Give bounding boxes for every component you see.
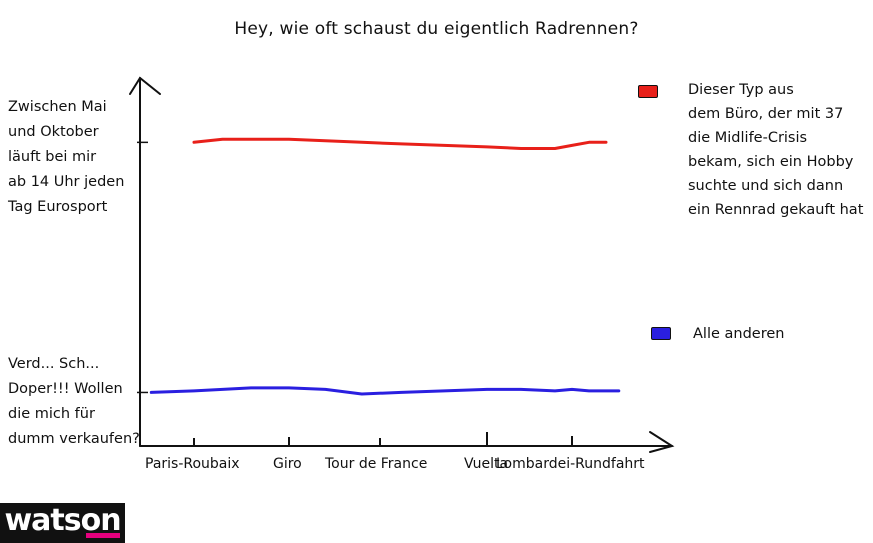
legend-text: Dieser Typ aus dem Büro, der mit 37 die … <box>688 78 873 222</box>
legend-text-line: dem Büro, der mit 37 <box>688 106 844 122</box>
legend-text-line: suchte und sich dann <box>688 178 844 194</box>
watson-logo-accent <box>86 533 120 538</box>
y-axis-arrow <box>129 76 161 95</box>
y-label-bottom-line: die mich für <box>8 406 95 422</box>
chart-ticks <box>193 432 573 446</box>
x-tick-label: Vuelta <box>464 456 509 472</box>
legend-swatch-red <box>638 85 658 98</box>
y-label-top-line: Tag Eurosport <box>8 199 108 215</box>
y-label-bottom-line: dumm verkaufen? <box>8 431 140 447</box>
x-tick-label: Paris-Roubaix <box>145 456 240 472</box>
legend-text-line: ein Rennrad gekauft hat <box>688 202 864 218</box>
y-label-top-line: und Oktober <box>8 124 99 140</box>
legend-text-line: die Midlife-Crisis <box>688 130 808 146</box>
chart-title: Hey, wie oft schaust du eigentlich Radre… <box>234 19 639 39</box>
y-label-bottom-line: Doper!!! Wollen <box>8 381 123 397</box>
y-label-top-line: ab 14 Uhr jeden <box>8 174 125 190</box>
chart-series <box>149 137 621 396</box>
legend-text: Alle anderen <box>693 322 843 346</box>
x-tick-label: Tour de France <box>325 456 428 472</box>
y-label-top-line: Zwischen Mai <box>8 99 107 115</box>
legend-swatch-blue <box>651 327 671 340</box>
x-tick-label: Giro <box>273 456 302 472</box>
x-axis-arrow <box>649 431 675 453</box>
legend-text-line: Alle anderen <box>693 326 785 342</box>
x-tick-label: Lombardei-Rundfahrt <box>496 456 645 472</box>
chart-axes <box>129 76 675 453</box>
series-line-others <box>149 386 621 396</box>
legend-text-line: bekam, sich ein Hobby <box>688 154 854 170</box>
y-label-top: Zwischen Mai und Oktober läuft bei mir a… <box>8 95 140 220</box>
legend-text-line: Dieser Typ aus <box>688 82 794 98</box>
y-label-top-line: läuft bei mir <box>8 149 97 165</box>
y-label-bottom: Verd... Sch... Doper!!! Wollen die mich … <box>8 352 140 452</box>
series-line-office-guy <box>192 137 608 150</box>
y-label-bottom-line: Verd... Sch... <box>8 356 100 372</box>
